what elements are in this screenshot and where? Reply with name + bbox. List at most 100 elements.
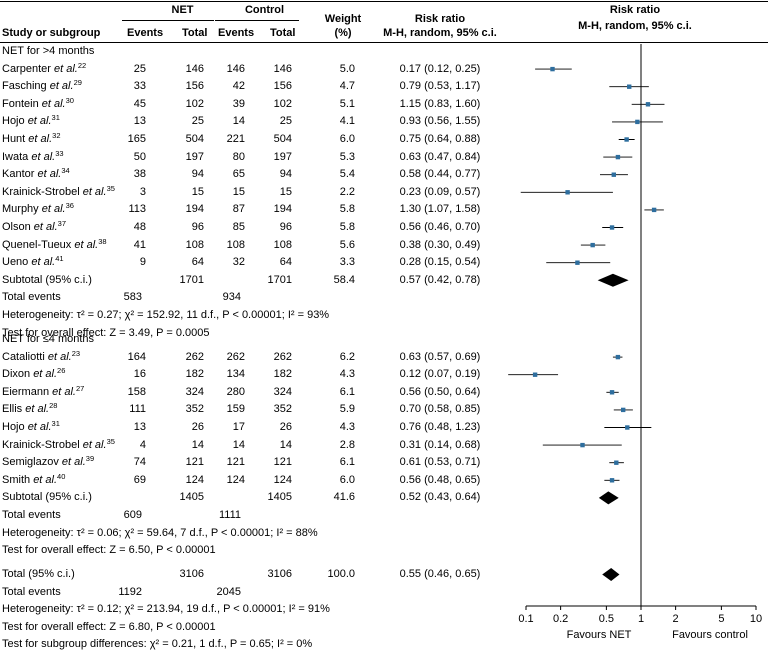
- risk-ratio: 0.28 (0.15, 0.54): [399, 256, 481, 269]
- weight: 4.7: [339, 80, 355, 93]
- net-events: 33: [133, 80, 146, 93]
- weight: 5.0: [339, 62, 355, 75]
- weight: 5.9: [339, 403, 355, 416]
- total-events-control: 1111: [218, 509, 241, 521]
- net-events: 111: [129, 403, 146, 416]
- study-name: Smith et al.40: [2, 471, 66, 486]
- risk-ratio: 0.63 (0.57, 0.69): [399, 350, 481, 363]
- control-total: 504: [273, 133, 292, 145]
- total-events-label: Total events: [2, 509, 61, 521]
- heterogeneity: Heterogeneity: τ² = 0.27; χ² = 152.92, 1…: [2, 309, 330, 321]
- net-events: 113: [128, 203, 146, 216]
- risk-ratio: 0.70 (0.58, 0.85): [399, 403, 481, 416]
- grand-heterogeneity: Heterogeneity: τ² = 0.12; χ² = 213.94, 1…: [2, 603, 330, 616]
- subtotal-control-total: 1405: [267, 491, 292, 504]
- net-events: 50: [133, 150, 146, 163]
- total-net-total: 3106: [179, 568, 204, 580]
- study-point: [609, 390, 615, 395]
- risk-ratio: 0.61 (0.53, 0.71): [399, 456, 481, 469]
- net-total: 262: [185, 350, 204, 363]
- weight: 6.1: [339, 385, 355, 398]
- risk-ratio: 0.93 (0.56, 1.55): [399, 115, 481, 128]
- weight: 4.3: [339, 421, 355, 433]
- study-point: [614, 460, 619, 465]
- study-point: [615, 354, 621, 360]
- control-events: 80: [232, 150, 245, 163]
- net-events: 41: [133, 238, 146, 251]
- net-events: 158: [127, 385, 146, 398]
- control-total: 102: [273, 97, 292, 110]
- study-point: [580, 442, 585, 448]
- control-events: 14: [232, 115, 245, 128]
- weight: 5.4: [339, 168, 355, 181]
- control-events: 121: [226, 456, 245, 469]
- x-tick-label: 0.1: [518, 613, 533, 625]
- risk-ratio: 0.31 (0.14, 0.68): [399, 438, 481, 451]
- study-point: [627, 84, 632, 89]
- control-events: 108: [226, 238, 245, 251]
- control-total: 26: [279, 421, 292, 433]
- control-total: 262: [273, 350, 292, 363]
- net-events: 165: [127, 133, 146, 145]
- net-events: 74: [133, 456, 146, 469]
- favours-net-label: Favours NET: [567, 629, 632, 641]
- favours-control-label: Favours control: [672, 629, 748, 641]
- control-events: 146: [226, 62, 245, 75]
- study-name: Hojo et al.31: [2, 419, 60, 433]
- weight: 2.2: [339, 185, 355, 198]
- header-weight-unit: (%): [334, 27, 352, 39]
- x-tick-label: 10: [750, 613, 762, 625]
- control-total: 156: [273, 80, 292, 93]
- control-total: 94: [279, 168, 292, 181]
- net-events: 4: [139, 438, 146, 451]
- net-events: 9: [139, 256, 146, 269]
- study-name: Olson et al.37: [2, 219, 66, 233]
- study-point: [575, 260, 580, 265]
- x-tick-label: 5: [718, 613, 724, 625]
- net-total: 108: [185, 238, 204, 251]
- control-total: 194: [273, 203, 292, 216]
- control-underline: [215, 20, 299, 21]
- study-name: Quenel-Tueux et al.38: [2, 236, 107, 251]
- net-events: 25: [133, 62, 146, 75]
- study-name: Eiermann et al.27: [2, 383, 85, 398]
- header-net: NET: [171, 4, 194, 16]
- total-weight: 100.0: [327, 568, 355, 580]
- control-total: 15: [279, 185, 292, 198]
- weight: 5.1: [339, 97, 355, 110]
- header-study: Study or subgroup: [2, 27, 101, 39]
- net-total: 197: [185, 150, 204, 163]
- net-events: 13: [133, 421, 146, 433]
- subtotal-weight: 58.4: [333, 273, 355, 286]
- study-name: Semiglazov et al.39: [2, 454, 95, 469]
- net-events: 45: [133, 97, 146, 110]
- control-total: 96: [279, 221, 292, 233]
- net-events: 164: [127, 350, 146, 363]
- subtotal-net-total: 1405: [179, 491, 204, 504]
- study-point: [565, 190, 570, 195]
- risk-ratio: 0.38 (0.30, 0.49): [399, 238, 481, 251]
- control-total: 197: [273, 150, 292, 163]
- subtotal-risk-ratio: 0.57 (0.42, 0.78): [399, 273, 481, 286]
- control-events: 65: [232, 168, 245, 181]
- control-total: 146: [273, 62, 292, 75]
- net-total: 146: [185, 62, 204, 75]
- study-point: [624, 137, 629, 142]
- net-total: 94: [191, 168, 204, 181]
- risk-ratio: 1.30 (1.07, 1.58): [399, 203, 481, 216]
- x-tick-label: 2: [673, 613, 679, 625]
- net-total: 352: [185, 403, 204, 416]
- weight: 4.1: [339, 115, 355, 128]
- study-name: Cataliotti et al.23: [2, 348, 81, 363]
- overall-effect: Test for overall effect: Z = 3.49, P = 0…: [2, 326, 210, 339]
- net-total: 102: [185, 97, 204, 110]
- risk-ratio: 1.15 (0.83, 1.60): [399, 97, 481, 110]
- net-events: 3: [139, 185, 146, 198]
- net-underline: [122, 20, 214, 21]
- weight: 5.3: [339, 150, 355, 163]
- group-title: NET for ≤4 months: [2, 333, 95, 345]
- header-weight: Weight: [324, 13, 362, 25]
- study-point: [609, 478, 615, 483]
- weight: 2.8: [339, 438, 355, 451]
